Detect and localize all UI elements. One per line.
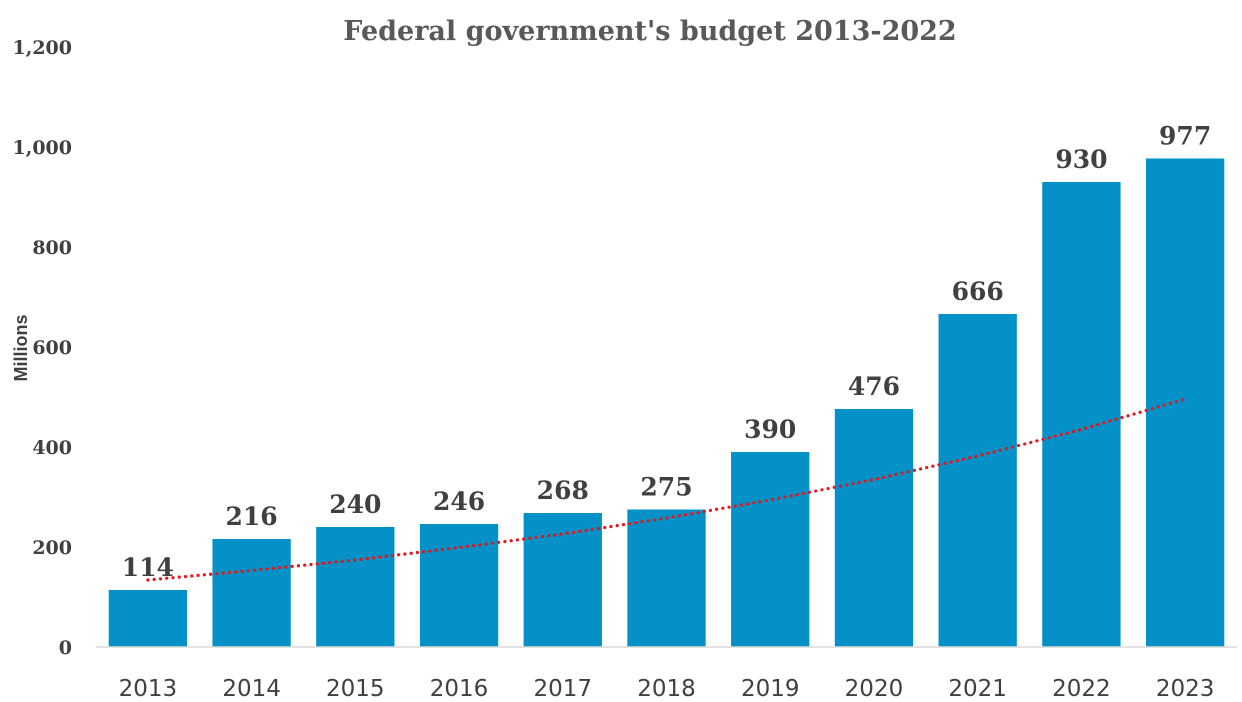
x-tick-label: 2015: [326, 676, 385, 702]
y-tick-label: 600: [32, 337, 72, 359]
bar: [108, 590, 188, 647]
x-tick-label: 2021: [948, 676, 1007, 702]
trendline: [146, 397, 1187, 582]
x-tick-label: 2019: [741, 676, 800, 702]
y-tick-label: 1,000: [13, 137, 73, 159]
data-label: 216: [225, 502, 277, 531]
data-label: 666: [952, 277, 1004, 306]
x-axis-ticks: 2013 2014 2015 2016 2017 2018 2019 2020 2021 2022…: [119, 676, 1215, 702]
data-label: 114: [122, 553, 174, 582]
bar: [834, 409, 914, 647]
x-tick-label: 2023: [1156, 676, 1215, 702]
y-tick-label: 0: [59, 637, 72, 659]
y-tick-label: 200: [32, 537, 72, 559]
x-tick-label: 2018: [637, 676, 696, 702]
x-tick-label: 2016: [430, 676, 489, 702]
x-tick-label: 2014: [222, 676, 281, 702]
x-tick-label: 2013: [119, 676, 178, 702]
bar: [731, 452, 810, 647]
data-labels: 114 216 240 246 268 275 390 476 666 930 977: [122, 122, 1211, 583]
data-label: 977: [1159, 122, 1211, 151]
y-tick-label: 1,200: [13, 37, 73, 59]
bar: [627, 509, 706, 647]
bars: [108, 158, 1225, 647]
x-tick-label: 2022: [1052, 676, 1111, 702]
y-tick-label: 800: [32, 237, 72, 259]
data-label: 240: [329, 490, 381, 519]
bar: [523, 513, 602, 647]
data-label: 275: [640, 473, 692, 502]
x-tick-label: 2017: [533, 676, 592, 702]
chart-title: Federal government's budget 2013-2022: [343, 16, 956, 47]
bar: [1145, 158, 1225, 647]
y-tick-label: 400: [32, 437, 72, 459]
data-label: 390: [744, 415, 796, 444]
data-label: 268: [537, 476, 589, 505]
x-tick-label: 2020: [845, 676, 904, 702]
y-axis-ticks: 0 200 400 600 800 1,000 1,200: [13, 37, 73, 659]
bar: [1042, 182, 1121, 647]
data-label: 246: [433, 487, 485, 516]
data-label: 476: [848, 372, 900, 401]
bar: [316, 527, 395, 647]
bar: [938, 314, 1017, 647]
data-label: 930: [1055, 145, 1107, 174]
bar: [212, 539, 291, 647]
y-axis-label: Millions: [11, 315, 31, 382]
